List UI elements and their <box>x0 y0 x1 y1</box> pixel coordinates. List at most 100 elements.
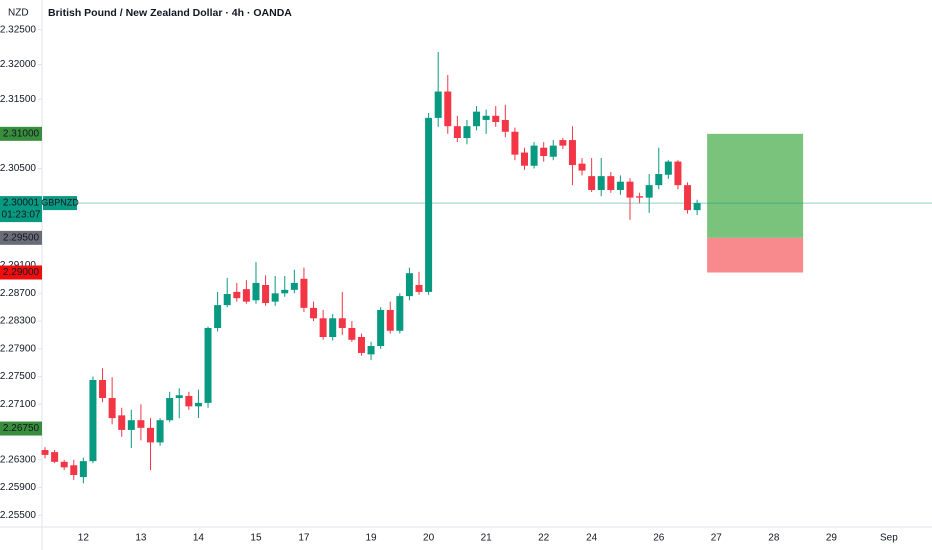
candle-body <box>616 181 624 190</box>
y-tick-label: 2.27100 <box>0 399 36 410</box>
entry-label-bg <box>0 230 42 245</box>
candle-body <box>396 296 404 331</box>
candle-body <box>79 461 87 478</box>
candle-body <box>693 203 701 211</box>
y-tick-label: 2.26300 <box>0 454 36 465</box>
candle-body <box>655 174 663 186</box>
y-tick-label: 2.25900 <box>0 482 36 493</box>
loss-zone <box>707 237 804 273</box>
candle-body <box>262 284 270 304</box>
y-tick-label: 2.31500 <box>0 94 36 105</box>
y-tick-label: 2.25500 <box>0 510 36 521</box>
y-tick-label: 2.32500 <box>0 24 36 35</box>
candle-body <box>664 161 672 175</box>
candle-body <box>329 318 337 338</box>
candle-body <box>482 115 490 120</box>
x-tick-label: Sep <box>880 533 898 544</box>
candle-body <box>242 289 250 302</box>
candle-body <box>473 111 481 127</box>
y-tick-label: 2.30500 <box>0 163 36 174</box>
candle-body <box>166 398 174 421</box>
y-tick-label: 2.28300 <box>0 316 36 327</box>
candle-body <box>290 282 298 290</box>
candle-body <box>51 452 59 462</box>
candle-body <box>194 402 202 407</box>
candle-body <box>204 327 212 403</box>
candle-body <box>300 278 308 308</box>
candle-body <box>386 309 394 331</box>
candle-body <box>99 379 107 399</box>
target-label: 2.31000 <box>3 128 40 139</box>
x-tick-label: 13 <box>135 533 147 544</box>
chart-title: British Pound / New Zealand Dollar · 4h … <box>48 7 292 19</box>
candle-body <box>89 379 97 462</box>
x-tick-label: 24 <box>586 533 598 544</box>
price-marker-label: 2.26750 <box>3 423 40 434</box>
candle-body <box>568 140 576 166</box>
x-tick-label: 12 <box>78 533 90 544</box>
candle-body <box>530 145 538 166</box>
y-tick-label: 2.28700 <box>0 288 36 299</box>
candle-body <box>127 420 135 430</box>
candle-body <box>377 309 385 347</box>
candle-body <box>645 185 653 198</box>
current-price-bg <box>0 196 42 223</box>
candle-body <box>223 294 231 306</box>
candle-body <box>501 119 509 132</box>
y-tick-label: 2.27500 <box>0 371 36 382</box>
candle-body <box>118 415 126 430</box>
countdown-label: 01:23:07 <box>2 210 41 221</box>
candle-body <box>175 395 183 399</box>
candle-body <box>434 91 442 118</box>
candle-body <box>444 91 452 127</box>
target-label-bg <box>0 126 42 141</box>
x-tick-label: 29 <box>826 533 838 544</box>
candle-body <box>252 282 260 301</box>
x-tick-label: 22 <box>538 533 550 544</box>
currency-label: NZD <box>8 8 29 19</box>
candle-body <box>214 305 222 328</box>
profit-zone <box>707 133 804 238</box>
candle-body <box>233 291 241 299</box>
candle-body <box>41 450 49 455</box>
candle-body <box>607 176 615 190</box>
x-tick-label: 28 <box>768 533 780 544</box>
candle-body <box>70 465 78 475</box>
candle-body <box>185 395 193 407</box>
candle-body <box>578 163 586 171</box>
y-tick-label: 2.32000 <box>0 59 36 70</box>
candle-body <box>425 117 433 292</box>
x-tick-label: 20 <box>423 533 435 544</box>
candle-body <box>492 115 500 123</box>
current-price-label: 2.30001 <box>3 198 40 209</box>
x-tick-label: 26 <box>653 533 665 544</box>
candle-body <box>636 196 644 198</box>
candle-body <box>310 307 318 319</box>
x-tick-label: 15 <box>250 533 262 544</box>
symbol-tag-bg <box>43 196 77 211</box>
candle-body <box>108 398 116 419</box>
candle-body <box>348 327 356 340</box>
candle-body <box>281 289 289 294</box>
x-tick-label: 27 <box>711 533 723 544</box>
candle-body <box>588 176 596 190</box>
stop-label-bg <box>0 265 42 280</box>
candle-body <box>60 461 68 468</box>
candle-body <box>674 161 682 186</box>
candle-body <box>338 318 346 328</box>
candle-body <box>146 427 154 443</box>
candle-body <box>271 293 279 302</box>
price-marker-label-bg <box>0 421 42 436</box>
candle-body <box>684 185 692 211</box>
candle-body <box>511 131 519 155</box>
candle-body <box>559 140 567 146</box>
candle-body <box>626 181 634 198</box>
y-tick-label: 2.27900 <box>0 343 36 354</box>
candle-body <box>319 318 327 338</box>
candle-body <box>367 346 375 355</box>
candle-body <box>415 284 423 292</box>
candle-body <box>405 273 413 297</box>
candle-body <box>463 126 471 138</box>
